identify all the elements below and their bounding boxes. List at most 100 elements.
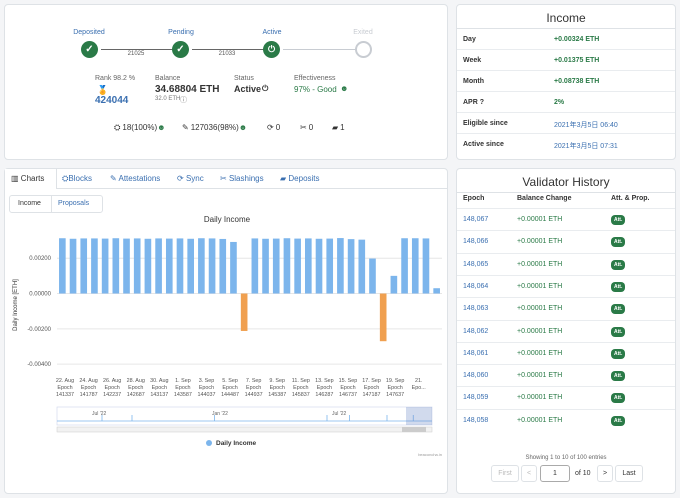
att-badge: Att. [611,304,626,315]
bar [91,238,98,294]
attestations-counter[interactable]: ✎ 127036(98%)☻ [182,123,248,132]
balance-change: +0.00001 ETH [517,394,563,402]
power-icon: ⏻ [263,41,280,58]
x-tick-label: Epoch [270,385,285,391]
bar [208,238,216,294]
bar [101,238,109,294]
subtab-income[interactable]: Income [18,200,41,207]
bar [155,238,162,294]
x-tick-label: Epoch [246,385,261,391]
check-icon: ✓ [81,41,98,58]
balance-change: +0.00001 ETH [517,416,563,424]
epoch-link[interactable]: 148,066 [463,238,489,246]
page-input[interactable]: 1 [540,465,570,482]
smiley-icon: ☻ [340,84,349,93]
medal-icon: 🏅 [97,85,109,95]
validator-history-card: Validator History Epoch Balance Change A… [456,168,676,494]
income-value: 2021年3月5日 06:40 [554,122,618,129]
history-row: 148,066 +0.00001 ETH Att. [457,230,675,252]
info-icon[interactable]: ⓘ [180,97,187,104]
timeline-line [283,49,355,50]
x-tick-label: Epoch [152,385,167,391]
income-key: Day [463,36,476,43]
epoch-link[interactable]: 148,062 [463,327,489,335]
navigator-label: Jan '22 [212,411,228,417]
x-tick-label: 22. Aug [56,378,74,384]
epoch-link[interactable]: 148,060 [463,372,489,380]
x-tick-label: 21. [415,378,423,384]
bar [251,238,259,294]
effectiveness-value: 97% - Good [294,85,337,94]
bar [283,238,291,294]
y-axis-label: Daily Income [ETH] [13,279,19,331]
x-tick-label: Epoch [128,385,143,391]
first-page-button[interactable]: First [491,465,519,482]
epoch-link[interactable]: 148,063 [463,305,489,313]
subtab-proposals[interactable]: Proposals [58,200,90,207]
charts-card: ▥ Charts ⛭Blocks ✎ Attestations ⟳ Sync ✂… [4,168,448,494]
bar [262,238,269,294]
help-icon[interactable]: ? [479,99,485,106]
deposit-counter[interactable]: ▰ 1 [332,123,345,132]
navigator-scrollbar [56,426,433,433]
x-tick-label: 17. Sep [362,378,381,384]
slashing-counter[interactable]: ✂ 0 [300,123,313,132]
x-tick-label: Epoch [199,385,214,391]
bar [315,238,323,294]
x-tick-label: 141337 [56,392,74,398]
bar [219,238,227,294]
chart-subtabs: Income Proposals [9,195,103,213]
tab-blocks[interactable]: ⛭Blocks [62,174,92,183]
attestations-icon: ✎ [182,123,189,132]
history-row: 148,067 +0.00001 ETH Att. [457,208,675,230]
bar [305,238,312,294]
epoch-link[interactable]: 148,058 [463,416,489,424]
navigator-label: Jul '22 [332,411,347,417]
att-badge: Att. [611,415,626,426]
tab-deposits[interactable]: ▰ Deposits [280,174,320,183]
x-tick-label: 5. Sep [222,378,238,384]
income-row-month: Month +0.08738 ETH [457,71,675,92]
x-tick-label: 11. Sep [292,378,310,384]
timeline-line [192,49,264,50]
tab-charts[interactable]: ▥ Charts [11,174,45,183]
col-att-prop[interactable]: Att. & Prop. [611,195,650,202]
x-tick-label: 142237 [103,392,121,398]
step-label-exited: Exited [353,29,373,36]
x-tick-label: 144937 [245,392,263,398]
last-page-button[interactable]: Last [615,465,643,482]
bar [112,238,120,294]
income-row-week: Week +0.01375 ETH [457,50,675,71]
smiley-icon: ☻ [157,123,166,132]
blocks-counter[interactable]: ⛭ 18(100%)☻ [114,123,166,132]
daily-income-chart[interactable]: 0.00200 0.00000 -0.00200 -0.00400 Daily Inco… [5,225,447,493]
epoch-link[interactable]: 148,065 [463,260,489,268]
deposit-count: 1 [340,123,345,132]
next-page-button[interactable]: > [597,465,613,482]
prev-page-button[interactable]: < [521,465,537,482]
tab-attestations[interactable]: ✎ Attestations [110,174,161,183]
history-row: 148,059 +0.00001 ETH Att. [457,386,675,408]
x-tick-label: Epoch [293,385,308,391]
tab-sync[interactable]: ⟳ Sync [177,174,204,183]
epoch-link[interactable]: 148,067 [463,216,489,223]
att-badge: Att. [611,215,626,225]
bar [187,238,194,294]
epoch-link[interactable]: 148,061 [463,349,489,357]
epoch-link[interactable]: 148,064 [463,282,489,290]
income-row-eligible: Eligible since 2021年3月5日 06:40 [457,113,675,134]
page-total: of 10 [575,470,591,477]
x-tick-label: 28. Aug [127,378,145,384]
sync-counter[interactable]: ⟳ 0 [267,123,280,132]
col-balance-change[interactable]: Balance Change [517,195,572,202]
x-tick-label: 144487 [221,392,239,398]
x-tick-label: 13. Sep [315,378,334,384]
attestations-count: 127036(98% [190,123,237,132]
y-tick-label: -0.00200 [27,327,51,333]
history-row: 148,062 +0.00001 ETH Att. [457,319,675,342]
tab-slashings[interactable]: ✂ Slashings [220,174,264,183]
validator-status-card: Deposited Pending Active Exited ✓ 21025 … [4,4,448,160]
col-epoch[interactable]: Epoch [463,195,485,202]
epoch-link[interactable]: 148,059 [463,394,489,402]
slashing-icon: ✂ [300,123,307,132]
